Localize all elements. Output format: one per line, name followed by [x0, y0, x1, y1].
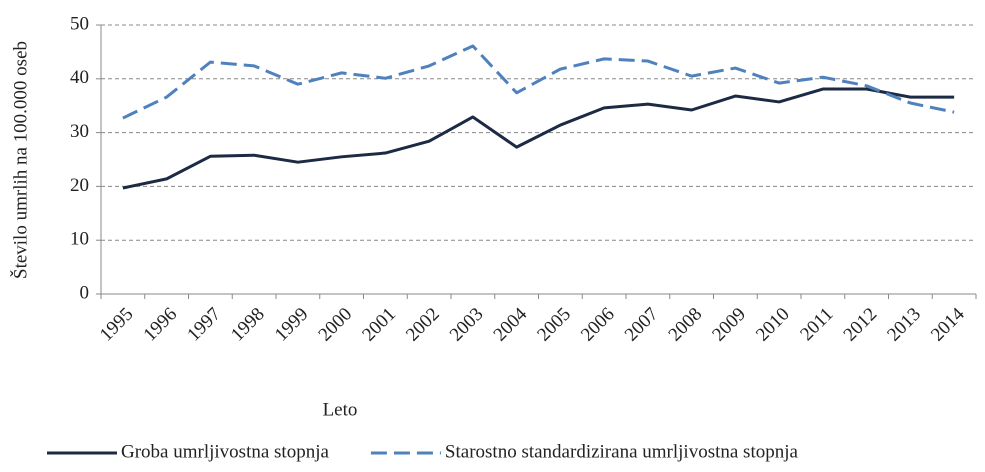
x-tick-label: 2011: [796, 304, 837, 345]
legend-label: Starostno standardizirana umrljivostna s…: [445, 441, 799, 462]
y-tick-label: 10: [70, 229, 89, 250]
x-tick-label: 2007: [621, 304, 663, 346]
x-tick-label: 2014: [927, 303, 969, 345]
x-tick-label: 2002: [402, 304, 444, 346]
x-tick-label: 2003: [446, 304, 488, 346]
y-axis-label: Število umrlih na 100.000 oseb: [9, 41, 31, 279]
series-line: [122, 87, 955, 190]
series-line: [122, 44, 955, 120]
x-tick-label: 1998: [227, 304, 269, 346]
x-tick-label: 2010: [752, 304, 794, 346]
x-tick-label: 2012: [840, 304, 882, 346]
x-tick-label: 2000: [315, 304, 357, 346]
y-tick-label: 0: [80, 282, 90, 303]
y-tick-label: 20: [70, 175, 89, 196]
x-tick-label: 2001: [358, 304, 400, 346]
x-axis-label: Leto: [323, 399, 358, 420]
x-tick-label: 2013: [883, 304, 925, 346]
x-tick-label: 1996: [140, 304, 182, 346]
y-tick-label: 50: [70, 13, 89, 34]
x-tick-label: 1999: [271, 304, 313, 346]
x-tick-label: 1995: [96, 304, 138, 346]
legend-label: Groba umrljivostna stopnja: [121, 441, 329, 462]
y-tick-label: 30: [70, 121, 89, 142]
x-tick-label: 1997: [183, 304, 225, 346]
x-tick-label: 2009: [708, 304, 750, 346]
x-tick-label: 2008: [665, 304, 707, 346]
x-tick-label: 2004: [490, 303, 532, 345]
x-tick-label: 2005: [533, 304, 575, 346]
y-tick-label: 40: [70, 67, 89, 88]
x-tick-label: 2006: [577, 304, 619, 346]
